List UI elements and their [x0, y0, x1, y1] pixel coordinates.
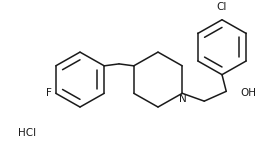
Text: HCl: HCl [18, 128, 36, 138]
Text: Cl: Cl [217, 2, 227, 12]
Text: F: F [46, 88, 52, 98]
Text: OH: OH [240, 88, 256, 98]
Text: N: N [179, 94, 187, 104]
